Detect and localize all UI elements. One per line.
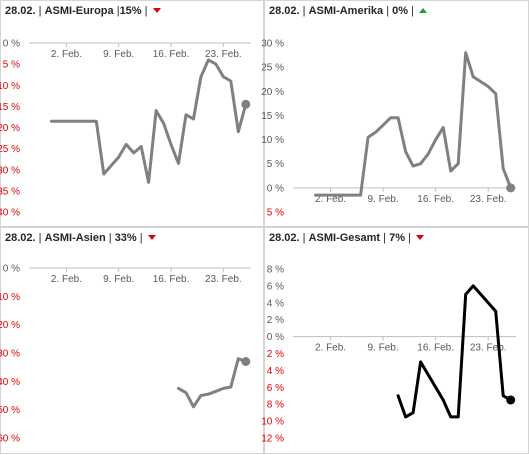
x-tick-label: 9. Feb. xyxy=(103,274,134,285)
chart-panel-amerika: 28.02. | ASMI-Amerika | 0% | 30 % 25 % 20 … xyxy=(261,0,529,227)
y-tick-label: 0 % xyxy=(3,39,20,50)
y-tick-label: 4 % xyxy=(267,298,284,309)
chart-percent: 0% xyxy=(392,5,409,17)
chart-panel-europa: 28.02. | ASMI-Europa |15% | 0 % 5 % 10 % 15… xyxy=(0,0,264,227)
y-tick-label: 20 % xyxy=(0,123,20,134)
y-tick-label: 30 % xyxy=(0,165,20,176)
last-point-marker xyxy=(506,183,516,193)
chart-index-name: ASMI-Europa xyxy=(44,5,114,17)
x-tick-label: 23. Feb. xyxy=(205,49,242,60)
x-tick-label: 23. Feb. xyxy=(205,274,242,285)
last-point-marker xyxy=(506,395,516,405)
x-tick-label: 23. Feb. xyxy=(470,194,507,205)
y-tick-label: 2 % xyxy=(267,315,284,326)
x-tick-label: 16. Feb. xyxy=(417,194,454,205)
line-chart: 0 % 5 % 10 % 15 % 20 % 25 % 30 % 35 % 40 % 2. Feb… xyxy=(0,39,251,219)
y-tick-label: 5 % xyxy=(267,159,284,170)
y-tick-label: 50 % xyxy=(0,405,20,416)
y-tick-label: 10 % xyxy=(0,292,20,303)
y-tick-label: 15 % xyxy=(0,102,20,113)
x-tick-label: 9. Feb. xyxy=(368,343,399,354)
x-tick-label: 2. Feb. xyxy=(315,343,346,354)
y-tick-label: 30 % xyxy=(261,39,284,50)
y-tick-label: 0 % xyxy=(3,264,20,275)
x-tick-label: 9. Feb. xyxy=(103,49,134,60)
chart-date: 28.02. xyxy=(5,232,36,244)
y-tick-label: 10 % xyxy=(261,417,284,428)
y-tick-label: 35 % xyxy=(0,186,20,197)
y-tick-label: 20 % xyxy=(261,87,284,98)
x-tick-label: 2. Feb. xyxy=(315,194,346,205)
series-line xyxy=(396,284,513,419)
x-tick-label: 16. Feb. xyxy=(153,49,190,60)
chart-panel-gesamt: 28.02. | ASMI-Gesamt | 7% | 8 % 6 % 4 % 2 %… xyxy=(261,227,529,454)
trend-up-icon xyxy=(418,7,427,13)
y-tick-label: 15 % xyxy=(261,111,284,122)
chart-index-name: ASMI-Gesamt xyxy=(308,232,381,244)
line-chart: 0 % 10 % 20 % 30 % 40 % 50 % 60 % 2. Feb. 9. Feb… xyxy=(0,264,251,445)
y-tick-label: 25 % xyxy=(0,144,20,155)
chart-index-name: ASMI-Amerika xyxy=(308,5,384,17)
series-line xyxy=(50,58,248,184)
y-tick-label: 60 % xyxy=(0,434,20,445)
chart-percent: 7% xyxy=(389,232,405,244)
series-line xyxy=(314,51,513,197)
chart-date: 28.02. xyxy=(269,5,300,17)
y-tick-label: 40 % xyxy=(0,208,20,219)
x-tick-label: 2. Feb. xyxy=(51,49,82,60)
chart-title: 28.02. | ASMI-Amerika | 0% | xyxy=(269,5,427,17)
chart-date: 28.02. xyxy=(5,5,36,17)
y-tick-label: 5 % xyxy=(267,208,284,219)
y-tick-label: 5 % xyxy=(3,60,20,71)
line-chart: 8 % 6 % 4 % 2 % 0 % 2 % 4 % 6 % 8 % 10 % 12 % 2. Fe… xyxy=(261,265,516,445)
y-tick-label: 6 % xyxy=(267,281,284,292)
x-tick-label: 2. Feb. xyxy=(51,274,82,285)
trend-down-icon xyxy=(152,7,161,13)
y-tick-label: 30 % xyxy=(0,349,20,360)
last-point-marker xyxy=(241,99,251,109)
chart-title: 28.02. | ASMI-Gesamt | 7% | xyxy=(269,232,424,244)
chart-panel-asien: 28.02. | ASMI-Asien | 33% | 0 % 10 % 20 % 3… xyxy=(0,227,264,454)
chart-title: 28.02. | ASMI-Asien | 33% | xyxy=(5,232,156,244)
chart-percent: 33% xyxy=(114,232,137,244)
trend-down-icon xyxy=(415,234,424,240)
chart-index-name: ASMI-Asien xyxy=(44,232,106,244)
y-tick-label: 4 % xyxy=(267,366,284,377)
y-tick-label: 20 % xyxy=(0,320,20,331)
x-tick-label: 16. Feb. xyxy=(153,274,190,285)
y-tick-label: 2 % xyxy=(267,349,284,360)
y-tick-label: 0 % xyxy=(267,183,284,194)
y-tick-label: 25 % xyxy=(261,63,284,74)
x-tick-label: 16. Feb. xyxy=(417,343,454,354)
y-tick-label: 8 % xyxy=(267,400,284,411)
y-tick-label: 10 % xyxy=(261,135,284,146)
y-tick-label: 6 % xyxy=(267,383,284,394)
trend-down-icon xyxy=(147,234,156,240)
chart-date: 28.02. xyxy=(269,232,300,244)
y-tick-label: 8 % xyxy=(267,265,284,276)
x-tick-label: 9. Feb. xyxy=(368,194,399,205)
y-tick-label: 10 % xyxy=(0,81,20,92)
y-tick-label: 12 % xyxy=(261,434,284,445)
chart-title: 28.02. | ASMI-Europa |15% | xyxy=(5,5,161,17)
chart-percent: 15% xyxy=(119,5,142,17)
y-tick-label: 40 % xyxy=(0,377,20,388)
last-point-marker xyxy=(241,357,251,366)
y-tick-label: 0 % xyxy=(267,332,284,343)
line-chart: 30 % 25 % 20 % 15 % 10 % 5 % 0 % 5 % 2. Feb. 9. F… xyxy=(261,39,516,219)
series-line xyxy=(177,357,248,409)
x-tick-label: 23. Feb. xyxy=(470,343,507,354)
